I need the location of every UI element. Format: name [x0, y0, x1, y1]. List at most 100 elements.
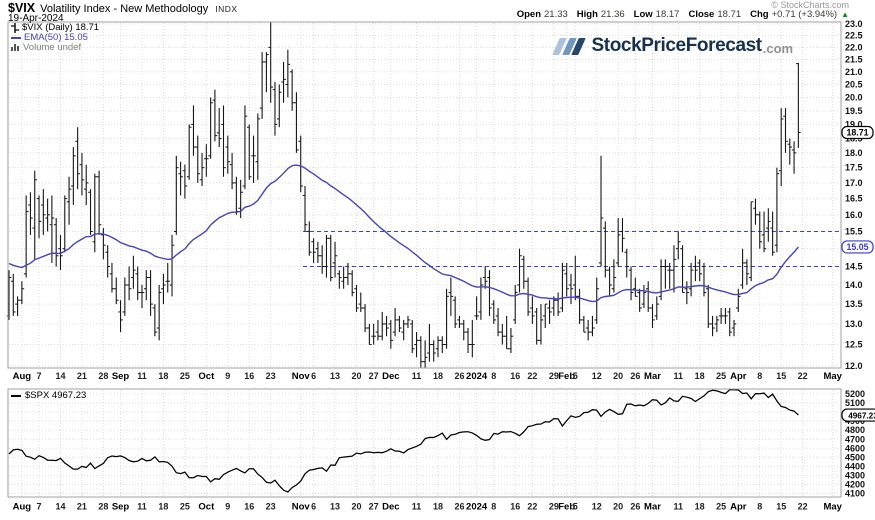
close-label: Close	[688, 9, 715, 20]
svg-text:15.5: 15.5	[845, 226, 863, 236]
watermark: StockPriceForecast .com	[552, 33, 793, 59]
svg-text:8: 8	[757, 502, 762, 512]
svg-text:5: 5	[573, 502, 578, 512]
svg-text:Nov: Nov	[292, 502, 311, 513]
svg-text:23: 23	[266, 502, 276, 512]
svg-text:8: 8	[491, 502, 496, 512]
svg-text:May: May	[823, 502, 842, 513]
svg-text:11: 11	[412, 371, 422, 381]
svg-text:7: 7	[37, 371, 42, 381]
svg-text:4500: 4500	[845, 452, 865, 462]
svg-text:12.5: 12.5	[845, 340, 863, 350]
svg-text:22.5: 22.5	[845, 31, 863, 41]
spx-legend: $SPX 4967.23	[11, 390, 86, 401]
svg-text:26: 26	[454, 371, 464, 381]
low-label: Low	[633, 9, 653, 20]
svg-text:27: 27	[369, 502, 379, 512]
low-value: 18.17	[655, 9, 680, 20]
svg-text:20: 20	[613, 502, 623, 512]
svg-text:5: 5	[573, 371, 578, 381]
svg-text:15.05: 15.05	[846, 242, 868, 252]
legend-ema[interactable]: EMA(50) 15.05	[24, 32, 88, 44]
svg-text:Aug: Aug	[13, 371, 32, 382]
main-legend: $VIX (Daily) 18.71 EMA(50) 15.05 Volume …	[11, 22, 100, 53]
svg-text:19.0: 19.0	[845, 119, 863, 129]
svg-text:28: 28	[98, 371, 108, 381]
svg-text:Dec: Dec	[382, 371, 399, 382]
chart-header: $VIX Volatility Index - New Methodology …	[8, 1, 238, 15]
svg-text:11: 11	[137, 502, 147, 512]
legend-spx[interactable]: $SPX 4967.23	[25, 390, 87, 401]
svg-text:26: 26	[630, 502, 640, 512]
svg-text:13.0: 13.0	[845, 319, 863, 329]
ohlc-bar-icon	[11, 22, 19, 33]
svg-text:6: 6	[311, 502, 316, 512]
svg-text:13: 13	[330, 371, 340, 381]
legend-volume[interactable]: Volume undef	[23, 41, 82, 53]
open-value: 21.33	[544, 9, 568, 20]
svg-text:17.5: 17.5	[845, 163, 863, 173]
svg-text:12: 12	[592, 502, 602, 512]
svg-text:16: 16	[510, 502, 520, 512]
svg-text:Nov: Nov	[292, 371, 311, 382]
svg-text:11: 11	[673, 371, 683, 381]
copyright: © StockCharts.com	[771, 0, 849, 10]
svg-text:19.5: 19.5	[845, 106, 863, 116]
svg-text:14: 14	[55, 371, 65, 381]
svg-text:26: 26	[630, 371, 640, 381]
svg-text:4600: 4600	[845, 443, 865, 453]
svg-text:14.0: 14.0	[845, 280, 863, 290]
svg-text:21.0: 21.0	[845, 67, 863, 77]
svg-text:Oct: Oct	[198, 502, 215, 513]
svg-text:25: 25	[180, 371, 190, 381]
svg-text:11: 11	[673, 502, 683, 512]
svg-text:16: 16	[244, 371, 254, 381]
svg-text:5100: 5100	[845, 398, 865, 408]
high-value: 21.36	[600, 9, 625, 20]
watermark-brand: StockPriceForecast	[591, 35, 763, 56]
svg-text:4400: 4400	[845, 461, 865, 471]
svg-text:2024: 2024	[466, 371, 488, 382]
svg-text:8: 8	[757, 371, 762, 381]
svg-text:21.5: 21.5	[845, 54, 863, 64]
svg-text:18: 18	[158, 371, 168, 381]
svg-text:22: 22	[527, 371, 537, 381]
svg-text:15: 15	[776, 502, 786, 512]
svg-text:25: 25	[716, 371, 726, 381]
svg-text:12: 12	[592, 371, 602, 381]
svg-text:Sep: Sep	[112, 502, 130, 513]
svg-text:Sep: Sep	[112, 371, 130, 382]
svg-text:20: 20	[613, 371, 623, 381]
svg-text:22: 22	[527, 502, 537, 512]
svg-text:18: 18	[695, 371, 705, 381]
svg-text:2024: 2024	[466, 502, 488, 513]
svg-text:8: 8	[491, 371, 496, 381]
svg-text:20: 20	[351, 502, 361, 512]
svg-text:18: 18	[433, 371, 443, 381]
svg-text:18.0: 18.0	[845, 148, 863, 158]
svg-text:4800: 4800	[845, 425, 865, 435]
exchange-label: INDX	[215, 4, 238, 14]
svg-text:Mar: Mar	[644, 371, 661, 382]
svg-text:4100: 4100	[845, 489, 865, 499]
svg-text:5200: 5200	[845, 389, 865, 399]
svg-text:29: 29	[549, 502, 559, 512]
chg-value: +0.71 (+3.94%)	[771, 9, 838, 20]
svg-text:20: 20	[351, 371, 361, 381]
svg-text:13: 13	[330, 502, 340, 512]
svg-text:22: 22	[798, 371, 808, 381]
svg-text:Apr: Apr	[730, 371, 747, 382]
svg-text:27: 27	[369, 371, 379, 381]
svg-text:6: 6	[311, 371, 316, 381]
svg-text:9: 9	[225, 371, 230, 381]
up-arrow-icon: ▲	[841, 10, 849, 19]
quote-summary: Open 21.33 High 21.36 Low 18.17 Close 18…	[517, 9, 849, 20]
svg-text:Aug: Aug	[13, 502, 32, 513]
svg-text:14: 14	[55, 502, 65, 512]
legend-vix[interactable]: $VIX (Daily) 18.71	[22, 22, 100, 34]
svg-text:16.5: 16.5	[845, 194, 863, 204]
volume-icon	[11, 43, 20, 52]
svg-text:11: 11	[412, 502, 422, 512]
